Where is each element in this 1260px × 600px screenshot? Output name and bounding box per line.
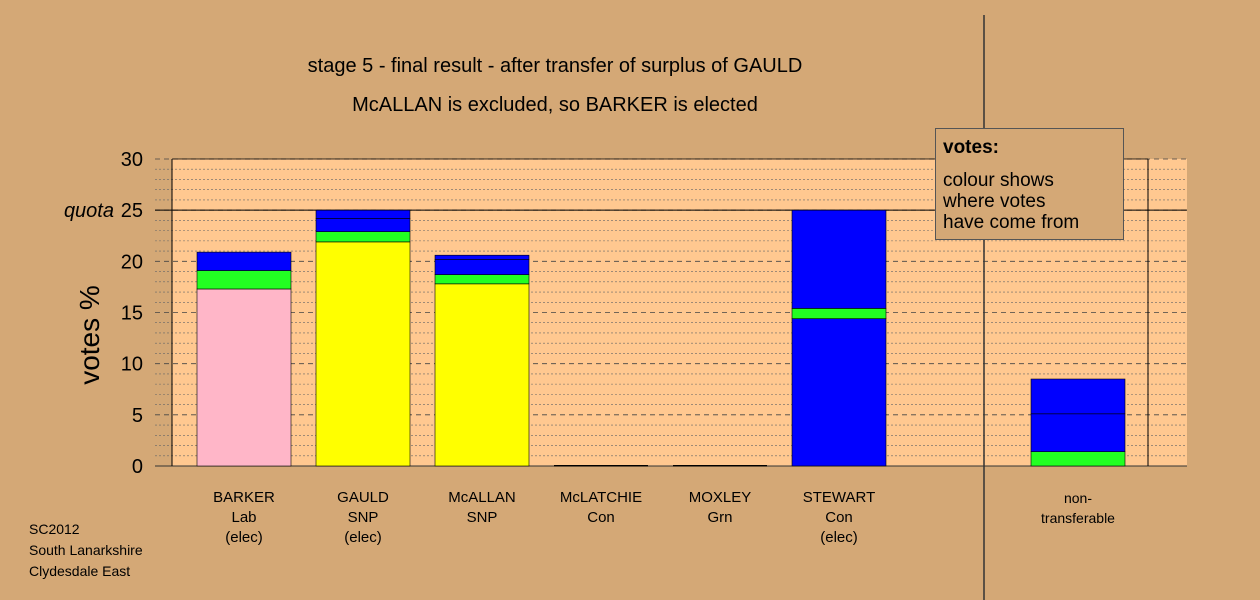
x-tick-label-non-transferable: non-transferable: [1013, 488, 1143, 528]
x-tick-label-line: BARKER: [213, 489, 275, 506]
legend-line: have come from: [943, 212, 1080, 233]
y-tick-label: 10: [121, 354, 143, 376]
x-tick-label-line: GAULD: [337, 489, 389, 506]
y-tick-label: 0: [132, 456, 143, 478]
y-tick-label: 30: [121, 149, 143, 171]
x-tick-label: GAULD SNP (elec): [298, 488, 428, 548]
y-tick-label: 5: [132, 405, 143, 427]
bar-segment: [791, 318, 887, 467]
bar-segment: [196, 288, 292, 467]
x-tick-label-line: Lab: [231, 509, 257, 526]
bar-segment: [196, 270, 292, 290]
bar-segment: [434, 254, 530, 260]
legend-line: colour shows: [943, 170, 1054, 191]
bar-empty: [554, 465, 648, 467]
y-tick-label: 15: [121, 303, 143, 325]
bar-segment: [791, 209, 887, 309]
y-tick-label: 20: [121, 251, 143, 273]
x-tick-label-line: SNP: [466, 509, 498, 526]
bar-group: [196, 209, 1126, 467]
x-tick-label: MOXLEY Grn: [655, 488, 785, 528]
chart-title: stage 5 - final result - after transfer …: [307, 55, 803, 77]
x-tick-label-line: Con: [825, 509, 853, 526]
y-tick-labels: 0 5 10 15 20 25 30 quota: [64, 149, 143, 478]
x-tick-label: STEWART Con (elec): [774, 488, 904, 548]
bar-segment: [434, 283, 530, 467]
x-tick-label-line: (elec): [344, 529, 382, 546]
quota-label: quota: [64, 200, 114, 222]
bar-segment: [791, 308, 887, 319]
bar-segment: [1030, 378, 1126, 415]
x-tick-label-line: (elec): [225, 529, 263, 546]
x-tick-label-line: McLATCHIE: [559, 489, 643, 506]
bar-segment: [315, 241, 411, 467]
x-tick-label-line: McALLAN: [448, 489, 516, 506]
footer-line: SC2012: [29, 521, 80, 537]
x-tick-label-line: SNP: [347, 509, 379, 526]
x-tick-label: BARKER Lab (elec): [179, 488, 309, 548]
y-tick-label: 25: [121, 200, 143, 222]
bar-segment: [1030, 451, 1126, 467]
bar-segment: [315, 231, 411, 243]
x-tick-label-line: STEWART: [802, 489, 876, 506]
bar-segment: [1030, 413, 1126, 452]
bar-segment: [434, 274, 530, 285]
bar-segment: [315, 209, 411, 219]
x-tick-label-line: transferable: [1041, 510, 1115, 526]
bar-segment: [315, 218, 411, 232]
footer-line: Clydesdale East: [29, 563, 131, 579]
x-tick-label-line: Grn: [707, 509, 733, 526]
x-tick-label-line: MOXLEY: [688, 489, 752, 506]
bar-segment: [434, 258, 530, 275]
legend-heading: votes:: [943, 137, 999, 158]
chart-subtitle: McALLAN is excluded, so BARKER is electe…: [352, 94, 758, 116]
y-axis-label: votes %: [74, 285, 105, 385]
footer-line: South Lanarkshire: [29, 542, 143, 558]
x-tick-label: McALLAN SNP: [417, 488, 547, 528]
bar-segment: [196, 251, 292, 271]
bar-empty: [673, 465, 767, 467]
x-tick-label-line: non-: [1063, 490, 1093, 506]
legend-box: votes: colour shows where votes have com…: [935, 128, 1124, 240]
x-tick-label: McLATCHIE Con: [536, 488, 666, 528]
footer: SC2012 South Lanarkshire Clydesdale East: [29, 519, 143, 582]
x-tick-label-line: (elec): [820, 529, 858, 546]
x-tick-label-line: Con: [587, 509, 615, 526]
legend-line: where votes: [943, 191, 1046, 212]
